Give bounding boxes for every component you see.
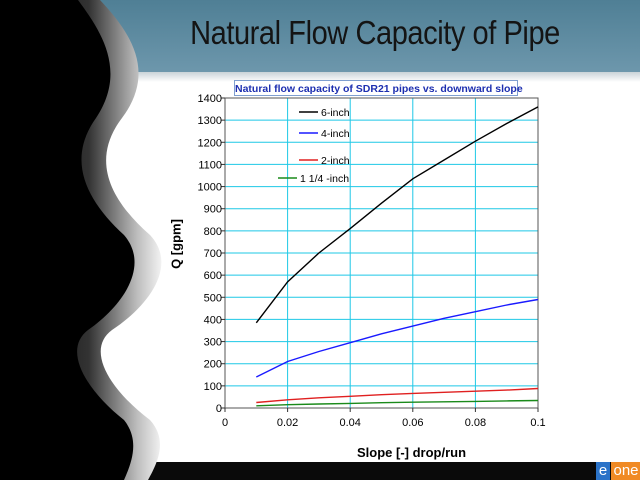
x-tick-label: 0.08 [465, 417, 486, 429]
legend-label-1: 6-inch [321, 107, 350, 119]
y-tick-label: 1200 [198, 137, 222, 149]
eone-logo: e one [596, 462, 640, 480]
legend-label-2: 4-inch [321, 128, 350, 140]
y-tick-label: 700 [204, 248, 222, 260]
y-tick-label: 1100 [198, 159, 222, 171]
series-line-2 [255, 298, 539, 378]
wave-decoration [0, 0, 162, 480]
logo-e: e [596, 462, 610, 480]
y-tick-label: 1400 [198, 93, 222, 105]
y-tick-label: 400 [204, 314, 222, 326]
y-tick-label: 1300 [198, 115, 222, 127]
x-tick-label: 0.02 [277, 417, 298, 429]
logo-one: one [611, 462, 640, 480]
footer-band [0, 462, 640, 480]
chart-title: Natural flow capacity of SDR21 pipes vs.… [234, 80, 523, 96]
x-tick-label: 0.04 [339, 417, 360, 429]
y-tick-label: 800 [204, 226, 222, 238]
slide-title: Natural Flow Capacity of Pipe [190, 14, 560, 51]
x-tick-label: 0.1 [530, 417, 545, 429]
y-tick-label: 1000 [198, 182, 222, 194]
x-tick-label: 0.06 [402, 417, 423, 429]
x-axis-label: Slope [-] drop/run [357, 445, 467, 460]
y-tick-label: 100 [204, 381, 222, 393]
header-shadow [0, 72, 640, 82]
series-line-3 [256, 387, 539, 404]
x-tick-label: 0 [222, 417, 228, 429]
y-tick-label: 500 [204, 292, 222, 304]
y-axis-label: Q [gpm] [168, 219, 184, 269]
y-tick-label: 300 [204, 337, 222, 349]
y-tick-label: 0 [216, 403, 222, 415]
series-line-4 [256, 399, 539, 407]
series-line-1 [255, 106, 539, 324]
legend-label-4: 1 1/4 -inch [300, 173, 349, 185]
y-tick-label: 200 [204, 359, 222, 371]
legend-label-3: 2-inch [321, 155, 350, 167]
y-tick-label: 900 [204, 204, 222, 216]
y-tick-label: 600 [204, 270, 222, 282]
